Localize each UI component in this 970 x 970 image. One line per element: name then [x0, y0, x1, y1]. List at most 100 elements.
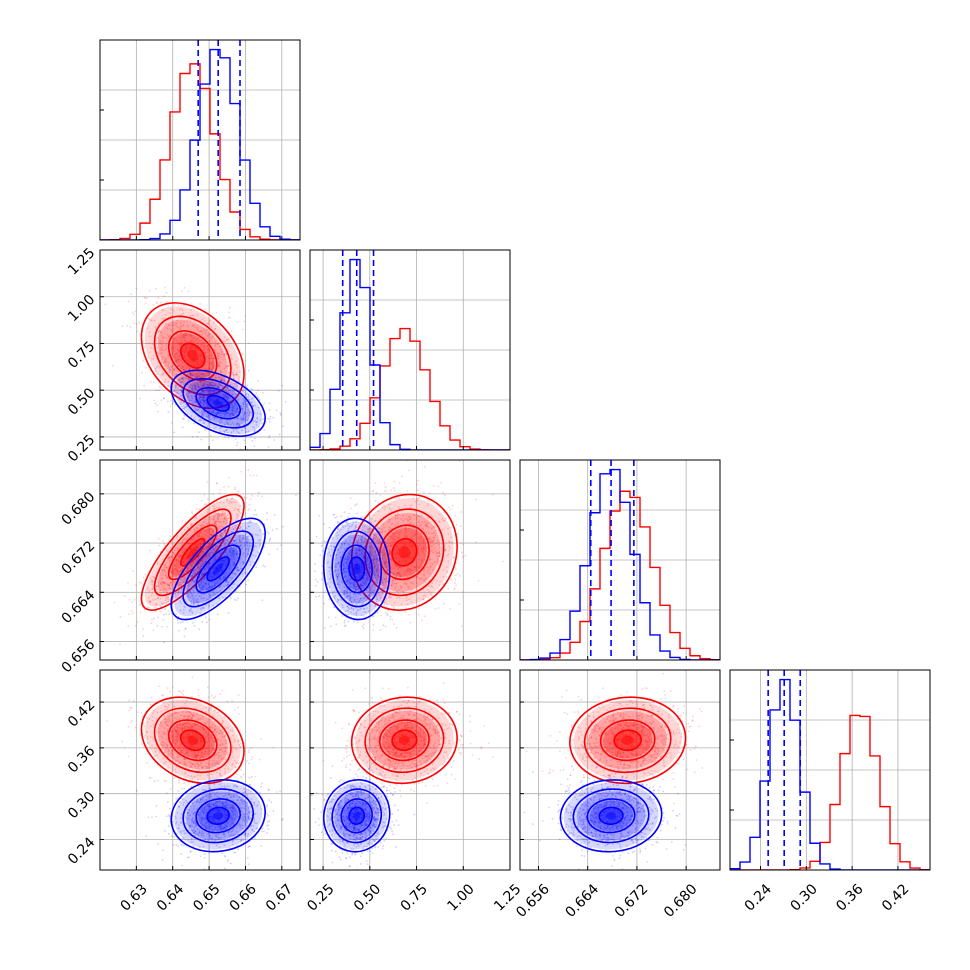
scatter-point — [174, 558, 177, 561]
scatter-point — [347, 516, 349, 519]
scatter-point — [275, 409, 278, 412]
scatter-point — [248, 414, 250, 417]
scatter-point — [197, 555, 200, 557]
scatter-point — [217, 518, 220, 520]
scatter-point — [231, 408, 234, 411]
scatter-point — [153, 576, 155, 579]
scatter-point — [460, 511, 463, 513]
scatter-point — [216, 411, 219, 414]
scatter-point — [165, 566, 168, 569]
scatter-point — [238, 510, 240, 513]
scatter-point — [201, 525, 204, 527]
contour-level — [153, 315, 232, 396]
scatter-point — [211, 505, 214, 507]
scatter-point — [165, 357, 167, 360]
scatter-point — [168, 539, 170, 542]
scatter-point — [453, 556, 455, 559]
scatter-point — [212, 547, 215, 550]
scatter-point — [191, 362, 194, 365]
scatter-point — [214, 343, 216, 346]
scatter-point — [195, 507, 198, 510]
scatter-point — [202, 398, 205, 401]
scatter-point — [455, 523, 458, 526]
scatter-point — [186, 366, 189, 368]
scatter-point — [192, 324, 195, 327]
scatter-point — [169, 343, 172, 346]
scatter-point — [227, 396, 230, 399]
scatter-point — [185, 392, 188, 395]
scatter-point — [178, 555, 181, 558]
scatter-point — [243, 562, 245, 564]
scatter-point — [176, 348, 179, 351]
scatter-point — [189, 383, 192, 386]
scatter-point — [186, 405, 189, 408]
scatter-point — [234, 393, 237, 395]
scatter-point — [189, 554, 191, 556]
scatter-point — [194, 347, 196, 349]
scatter-point — [195, 544, 198, 546]
scatter-point — [192, 333, 195, 336]
scatter-point — [155, 366, 158, 368]
scatter-point — [199, 540, 202, 543]
scatter-point — [200, 564, 203, 567]
scatter-point — [238, 432, 241, 435]
scatter-point — [154, 326, 157, 329]
scatter-point — [148, 289, 151, 292]
scatter-point — [176, 562, 179, 565]
scatter-point — [230, 409, 233, 412]
scatter-point — [160, 569, 163, 572]
scatter-point — [202, 562, 205, 565]
scatter-point — [150, 622, 153, 625]
scatter-point — [177, 583, 180, 586]
scatter-point — [212, 382, 215, 384]
scatter-point — [188, 399, 191, 402]
scatter-point — [241, 386, 243, 389]
scatter-point — [197, 370, 200, 373]
histogram-red — [310, 327, 510, 450]
scatter-point — [180, 602, 182, 605]
contour-level — [167, 524, 218, 581]
scatter-point — [152, 587, 154, 590]
scatter-point — [273, 514, 276, 516]
scatter-point — [192, 596, 194, 598]
scatter-point — [215, 402, 218, 405]
scatter-point — [384, 625, 387, 628]
scatter-point — [164, 361, 167, 364]
scatter-point — [227, 386, 230, 389]
scatter-point — [216, 569, 219, 572]
scatter-point — [192, 601, 195, 604]
scatter-point — [178, 555, 181, 558]
scatter-point — [196, 360, 199, 363]
scatter-point — [237, 377, 240, 380]
scatter-point — [201, 385, 203, 388]
scatter-point — [166, 333, 169, 336]
scatter-point — [165, 571, 168, 574]
scatter-point — [184, 340, 187, 342]
scatter-point — [220, 562, 223, 565]
scatter-point — [190, 360, 192, 363]
scatter-point — [177, 365, 179, 367]
scatter-point — [219, 489, 222, 491]
scatter-point — [196, 314, 199, 317]
scatter-point — [234, 402, 237, 404]
scatter-point — [159, 597, 162, 600]
scatter-point — [224, 406, 227, 409]
panel-frame — [309, 249, 511, 451]
scatter-point — [168, 335, 171, 337]
density-level — [186, 380, 251, 426]
scatter-point — [233, 377, 235, 380]
scatter-point — [157, 330, 160, 333]
scatter-point — [182, 538, 185, 541]
scatter-point — [193, 320, 196, 323]
scatter-point — [203, 319, 206, 322]
scatter-point — [208, 529, 211, 531]
scatter-point — [184, 377, 187, 379]
scatter-point — [186, 566, 189, 569]
scatter-point — [234, 527, 237, 529]
scatter-point — [180, 342, 183, 345]
scatter-point — [235, 373, 237, 376]
scatter-point — [179, 570, 182, 573]
scatter-point — [157, 596, 160, 599]
scatter-point — [247, 509, 250, 512]
scatter-point — [149, 381, 152, 383]
